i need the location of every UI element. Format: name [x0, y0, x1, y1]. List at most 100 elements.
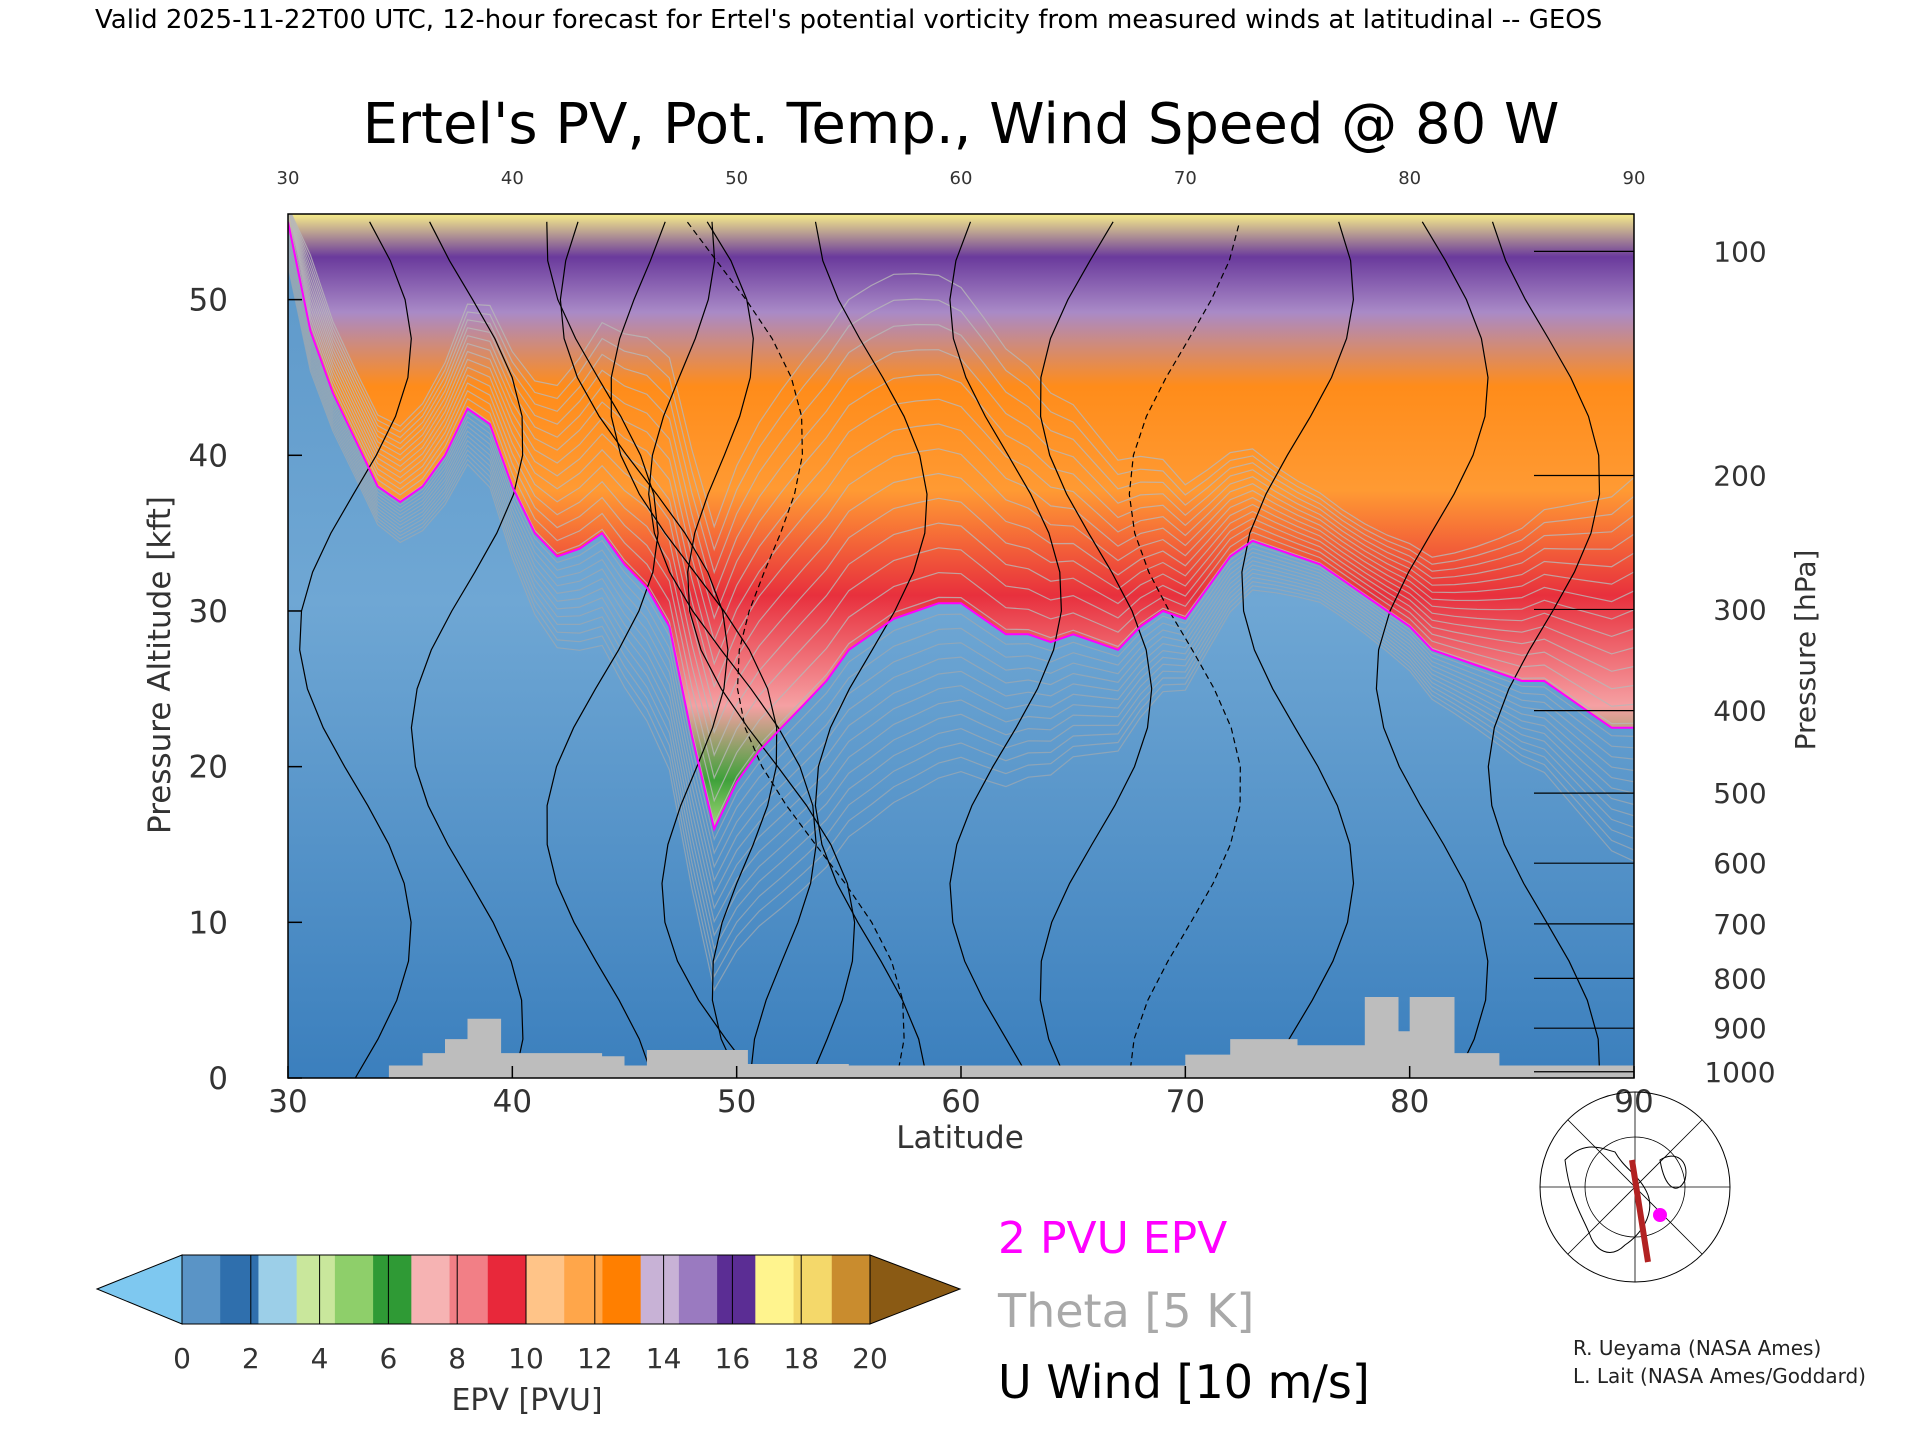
colorbar-tick-label: 20 [852, 1342, 888, 1375]
stratosphere-pv-field [288, 214, 1634, 829]
wind-contour-line [299, 221, 412, 1078]
colorbar-cell [334, 1255, 374, 1324]
pressure-tick-label: 900 [1713, 1012, 1766, 1045]
colorbar-tick-label: 16 [715, 1342, 751, 1375]
theta-contour-line [289, 214, 1634, 735]
x-tick-label: 90 [1614, 1084, 1653, 1120]
theta-contour-line [289, 214, 1634, 712]
left-tick-label: 0 [208, 1061, 228, 1097]
colorbar-cell [373, 1255, 412, 1324]
wind-contour-line [814, 221, 928, 1078]
colorbar-cell [755, 1255, 795, 1324]
pressure-tick-label: 100 [1713, 235, 1766, 268]
x-tick-label-top: 80 [1398, 168, 1421, 189]
map-coastlines [1564, 1146, 1687, 1253]
colorbar-cell [411, 1255, 451, 1324]
x-tick-label-top: 30 [277, 168, 300, 189]
theta-contour-line [290, 214, 1634, 575]
theta-contour-line [288, 258, 1634, 965]
theta-contour-line [288, 231, 1634, 869]
colorbar-tick-label: 8 [448, 1342, 466, 1375]
colorbar-cell [296, 1255, 336, 1324]
x-tick-label-top: 90 [1623, 168, 1646, 189]
colorbar-label: EPV [PVU] [451, 1383, 602, 1418]
chart-title: Ertel's PV, Pot. Temp., Wind Speed @ 80 … [363, 92, 1560, 157]
wind-contour-line [1039, 221, 1153, 1078]
x-tick-label: 30 [268, 1084, 307, 1120]
colorbar-tick-label: 10 [508, 1342, 544, 1375]
wind-contour-line [410, 221, 524, 1078]
theta-contour-line [288, 214, 1634, 803]
pressure-tick-label: 500 [1713, 777, 1766, 810]
colorbar-tick-label: 18 [783, 1342, 819, 1375]
y-axis-label-left: Pressure Altitude [kft] [142, 496, 178, 834]
colorbar-cell [717, 1255, 756, 1324]
x-tick-label: 60 [941, 1084, 980, 1120]
theta-contour-line [288, 214, 1634, 780]
colorbar-tick-label: 6 [379, 1342, 397, 1375]
colorbar-tick-label: 12 [577, 1342, 613, 1375]
x-tick-label-top: 40 [501, 168, 524, 189]
theta-contour-line [290, 214, 1634, 565]
theta-contours [288, 214, 1634, 992]
locator-map [1539, 1091, 1731, 1283]
wind-contour-line [1128, 221, 1241, 1078]
theta-contour-line [288, 235, 1634, 883]
pressure-tick-label: 200 [1713, 460, 1766, 493]
colorbar-cell [678, 1255, 718, 1324]
wind-contour-line [1487, 221, 1601, 1078]
colorbar-cells [181, 1254, 871, 1325]
wind-contour-line [546, 221, 659, 1078]
pv-2pvu-contour [288, 221, 1634, 832]
x-tick-label-top: 70 [1174, 168, 1197, 189]
terrain-mask [288, 997, 1634, 1078]
colorbar-tick-label: 0 [173, 1342, 191, 1375]
left-tick-label: 50 [189, 283, 228, 319]
theta-contour-line [289, 214, 1634, 757]
right-axis-ticks: 100 200 300 400 500 600 700 800 900 1000 [1534, 235, 1776, 1089]
credit-line-2: L. Lait (NASA Ames/Goddard) [1573, 1364, 1866, 1388]
x-axis-ticks: 30 30 40 40 50 50 60 60 70 70 80 80 90 90 [268, 168, 1653, 1120]
theta-contour-line [288, 250, 1634, 937]
wind-contour-line [686, 221, 905, 1078]
colorbar-cell [602, 1255, 642, 1324]
map-marker [1653, 1208, 1667, 1222]
x-tick-label-top: 60 [950, 168, 973, 189]
colorbar-cell [526, 1255, 565, 1324]
colorbar-cell [564, 1255, 603, 1324]
x-tick-label: 80 [1390, 1084, 1429, 1120]
x-axis-label: Latitude [896, 1120, 1024, 1156]
u-wind-contours [299, 221, 1601, 1078]
theta-contour-line [288, 265, 1634, 992]
theta-contour-line [288, 261, 1634, 979]
left-tick-label: 40 [189, 438, 228, 474]
pressure-tick-label: 700 [1713, 908, 1766, 941]
y-axis-label-right: Pressure [hPa] [1789, 550, 1822, 751]
colorbar-cell [793, 1255, 833, 1324]
left-axis-ticks: 0 10 20 30 40 50 [189, 283, 302, 1097]
wind-contour-line [949, 221, 1063, 1078]
left-tick-label: 10 [189, 905, 228, 941]
colorbar-tick-label: 2 [242, 1342, 260, 1375]
colorbar-cell [258, 1255, 298, 1324]
x-tick-label: 40 [493, 1084, 532, 1120]
left-tick-label: 20 [189, 750, 228, 786]
theta-contour-line [289, 214, 1634, 643]
map-section-line [1629, 1159, 1651, 1263]
colorbar-cell [487, 1255, 527, 1324]
pressure-tick-label: 300 [1713, 593, 1766, 626]
colorbar-tick-label: 4 [311, 1342, 329, 1375]
legend-pv: 2 PVU EPV [998, 1213, 1227, 1264]
colorbar-under-triangle [95, 1254, 183, 1325]
colorbar-cell [182, 1255, 221, 1324]
x-tick-label-top: 50 [725, 168, 748, 189]
wind-contour-line [687, 221, 856, 1078]
colorbar-cell [831, 1255, 871, 1324]
pressure-tick-label: 600 [1713, 847, 1766, 880]
wind-contour-line [610, 221, 778, 1078]
theta-contour-line [288, 243, 1634, 910]
legend: 2 PVU EPV Theta [5 K] U Wind [10 m/s] [997, 1213, 1370, 1409]
epv-colorbar: 0 2 4 6 8 10 12 14 16 18 20 EPV [PVU] [95, 1254, 962, 1418]
